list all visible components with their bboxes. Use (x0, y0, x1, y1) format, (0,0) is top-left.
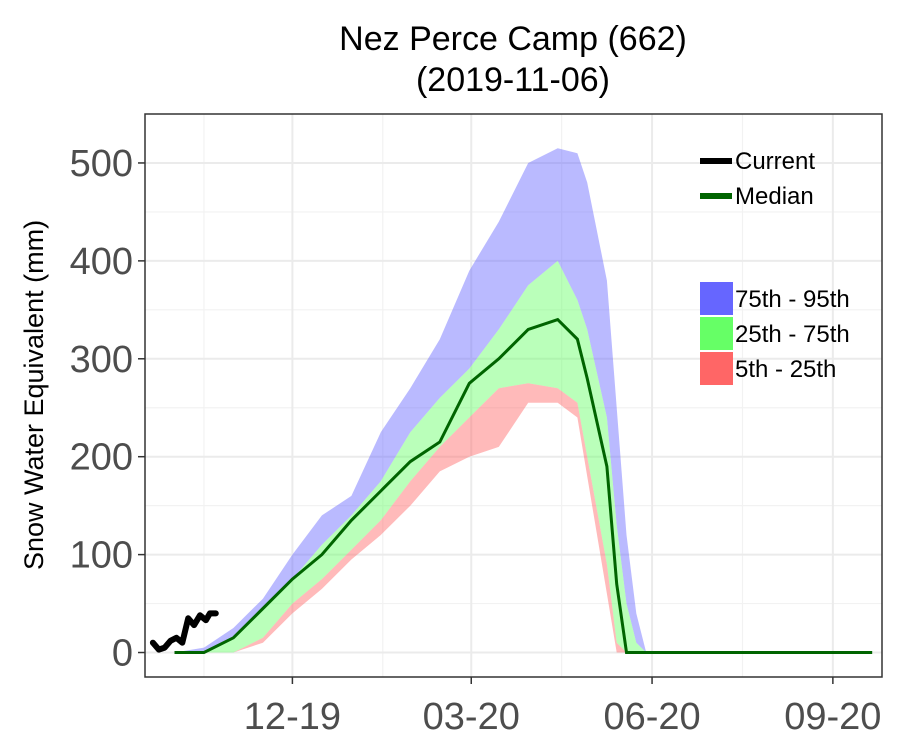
y-tick-label: 100 (70, 535, 133, 577)
y-tick-label: 500 (70, 143, 133, 185)
x-tick-label: 03-20 (423, 696, 520, 738)
legend-line-label: Median (735, 183, 814, 210)
legend-line-label: Current (735, 148, 815, 175)
x-tick-label: 12-19 (244, 696, 341, 738)
legend-band-key (700, 352, 733, 385)
plot-area: 0 100 200 300 400 500 12-19 03-20 06-20 09-20 Curr… (70, 113, 883, 738)
y-tick-label: 200 (70, 437, 133, 479)
median-line (174, 317, 873, 654)
band-75-95 (174, 148, 873, 653)
plot-background (145, 114, 882, 677)
chart-title: Nez Perce Camp (662) (339, 20, 687, 58)
y-tick-label: 0 (112, 633, 133, 675)
y-tick-label: 300 (70, 339, 133, 381)
chart-subtitle: (2019-11-06) (416, 61, 610, 99)
x-tick-label: 09-20 (784, 696, 881, 738)
band-25-75 (174, 260, 873, 653)
legend-band-label: 25th - 75th (735, 321, 850, 348)
plot-border (144, 113, 883, 678)
y-tick-label: 400 (70, 241, 133, 283)
x-tick-label: 06-20 (603, 696, 700, 738)
legend-band-label: 5th - 25th (735, 356, 836, 383)
legend-band-key (700, 282, 733, 315)
current-line (149, 610, 219, 653)
legend-band-key (700, 317, 733, 350)
y-axis-label: Snow Water Equivalent (mm) (19, 220, 49, 570)
legend-band-label: 75th - 95th (735, 286, 850, 313)
